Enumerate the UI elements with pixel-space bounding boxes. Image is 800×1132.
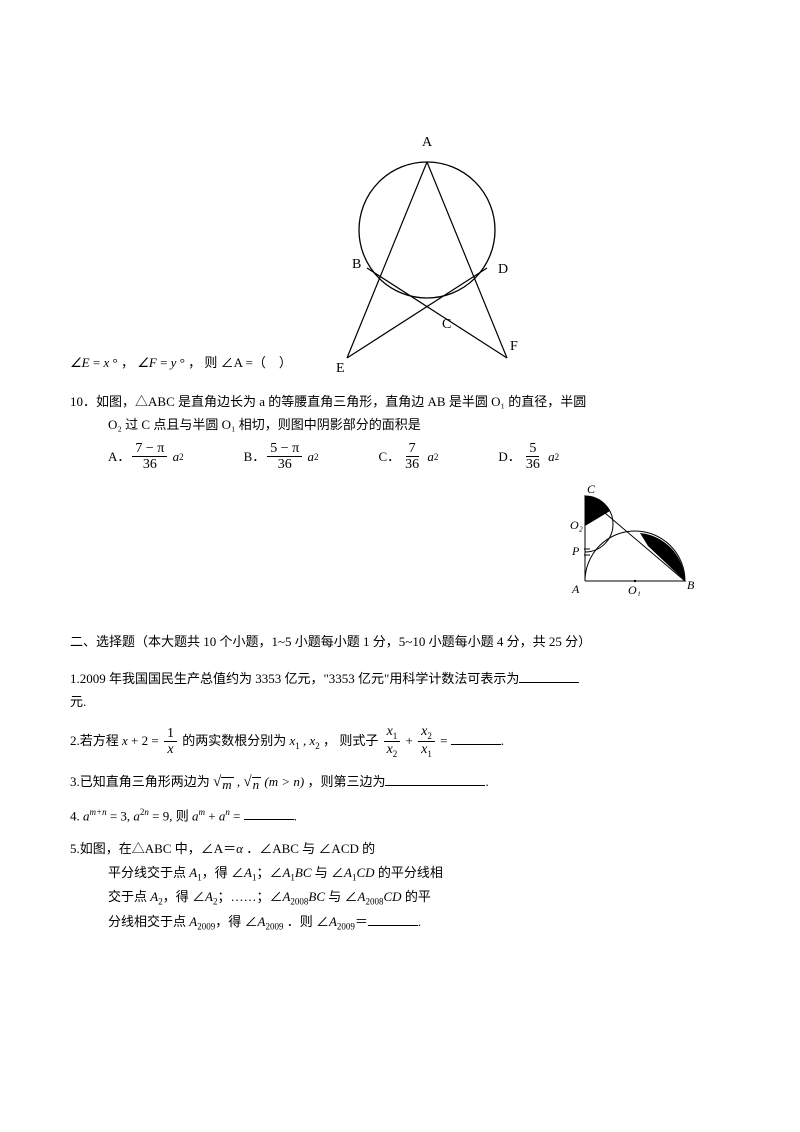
label-c: C [442, 317, 451, 332]
option-a: A． 7 − π36 a2 [108, 441, 184, 473]
fill-problem-3: 3.已知直角三角形两边为 √m , √n (m > n) ，则第三边为. [70, 770, 730, 793]
label-o1: O₁ [628, 583, 641, 596]
q10-text2: O₂ 过 C 点且与半圆 O₁ 相切，则图中阴影部分的面积是 [70, 413, 730, 436]
p2-plus: + [406, 733, 417, 748]
blank-3 [385, 785, 485, 786]
fill-problem-2: 2.若方程 x + 2 = 1x 的两实数根分别为 x1 , x2 ， 则式子 … [70, 724, 730, 760]
p5-line1b: ．∠ABC 与 ∠ACD 的 [243, 841, 375, 856]
p3-then: ，则第三边为 [307, 774, 385, 789]
label-f: F [510, 339, 518, 354]
p3-lead: 3.已知直角三角形两边为 [70, 774, 213, 789]
question-pre-row: ∠E = x ° ， ∠F = y ° ， 则 ∠A =（ ） A B D C … [70, 120, 730, 380]
label-a2: A [571, 582, 580, 596]
option-b: B． 5 − π36 a2 [244, 441, 319, 473]
q10-number: 10． [70, 394, 96, 409]
label-o2: O₂ [570, 518, 583, 532]
label-p: P [571, 544, 580, 558]
blank-5 [368, 925, 418, 926]
geometry-figure-top: A B D C E F [292, 120, 572, 380]
fill-problem-5: 5.如图，在△ABC 中，∠A＝α ．∠ABC 与 ∠ACD 的 平分线交于点 … [70, 837, 730, 935]
p4-tail: . [294, 808, 297, 823]
p3-cond: (m > n) [264, 774, 304, 789]
p3-tail: . [485, 774, 488, 789]
label-d: D [498, 262, 508, 277]
p4-lead: 4. [70, 808, 83, 823]
equation-line: ∠E = x ° ， ∠F = y ° ， 则 ∠A =（ ） [70, 351, 292, 374]
label-a: A [422, 135, 433, 150]
p5-line1a: 5.如图，在△ABC 中，∠A＝ [70, 841, 236, 856]
p4-mid: 则 [176, 808, 192, 823]
label-b2: B [687, 578, 695, 592]
p5-line2: 平分线交于点 A1，得 ∠A1；∠A1BC 与 ∠A1CD 的平分线相 [70, 861, 730, 886]
p2-eq: = [440, 733, 451, 748]
p5-line4: 分线相交于点 A2009，得 ∠A2009 ．则 ∠A2009＝. [70, 910, 730, 935]
p2-mid: 的两实数根分别为 [182, 733, 289, 748]
q10-options: A． 7 − π36 a2 B． 5 − π36 a2 C． 736 a2 D．… [70, 441, 730, 473]
p2-then: 则式子 [339, 733, 378, 748]
blank-1 [519, 682, 579, 683]
label-c2: C [587, 482, 596, 496]
figure-semicircles: C O₂ P A O₁ B [570, 481, 700, 596]
label-e: E [336, 361, 345, 376]
blank-2 [451, 744, 501, 745]
p2-tail: . [501, 733, 504, 748]
fill-problem-4: 4. am+n = 3, a2n = 9, 则 am + an = . [70, 804, 730, 828]
fill-problem-1: 1.2009 年我国国民生产总值约为 3353 亿元，"3353 亿元"用科学计… [70, 667, 730, 714]
label-b: B [352, 257, 361, 272]
blank-4 [244, 819, 294, 820]
option-d: D． 536 a2 [498, 441, 559, 473]
p1-text-b: 元. [70, 694, 86, 709]
problem-10: 10．如图，△ABC 是直角边长为 a 的等腰直角三角形，直角边 AB 是半圆 … [70, 390, 730, 608]
p2-lead: 2.若方程 [70, 733, 122, 748]
q10-text1: 如图，△ABC 是直角边长为 a 的等腰直角三角形，直角边 AB 是半圆 O₁ … [96, 394, 586, 409]
then-text: 则 ∠A =（ ） [204, 355, 292, 370]
section-2-title: 二、选择题（本大题共 10 个小题，1~5 小题每小题 1 分，5~10 小题每… [70, 630, 730, 653]
option-c: C． 736 a2 [379, 441, 439, 473]
p1-text-a: 1.2009 年我国国民生产总值约为 3353 亿元，"3353 亿元"用科学计… [70, 671, 519, 686]
p5-line3: 交于点 A2，得 ∠A2；……；∠A2008BC 与 ∠A2008CD 的平 [70, 885, 730, 910]
